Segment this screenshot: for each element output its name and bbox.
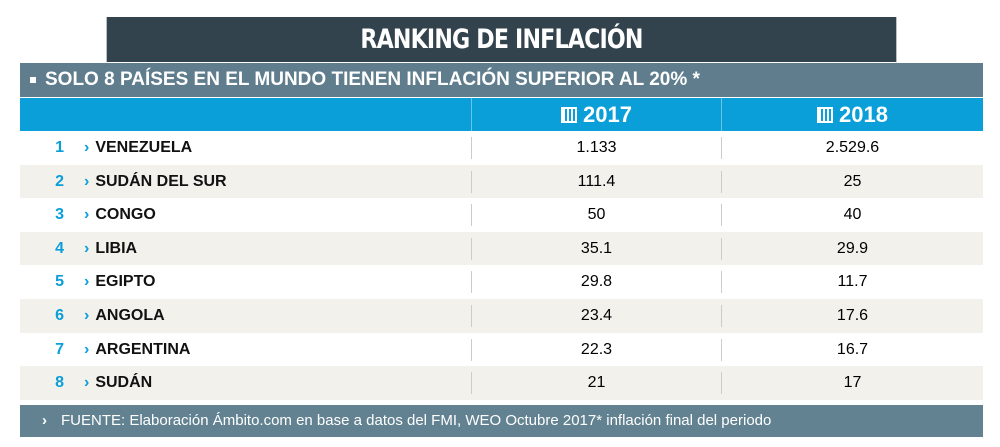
country-cell: 7 › ARGENTINA (20, 338, 472, 361)
chevron-right-icon: › (84, 239, 90, 257)
header-2018: 2018 (722, 98, 983, 131)
table-row: 1 › VENEZUELA 1.133 2.529.6 (20, 131, 983, 165)
value-2018: 11.7 (837, 273, 868, 291)
value-2018: 16.7 (836, 340, 869, 358)
country-name: SUDÁN (95, 374, 153, 392)
value-2017: 111.4 (472, 170, 722, 193)
table-body: 1 › VENEZUELA 1.133 2.529.6 2 › SUDÁN DEL SUR 11… (20, 131, 983, 400)
chevron-right-icon: › (84, 306, 90, 324)
value-2017: 23.4 (472, 304, 722, 327)
rank: 6 (55, 306, 64, 324)
table-row: 3 › CONGO 50 40 (20, 198, 983, 232)
country-cell: 5 › EGIPTO (20, 271, 472, 294)
value-2017: 50 (472, 204, 722, 227)
country-name: VENEZUELA (95, 139, 193, 156)
table-title: RANKING DE INFLACIÓN (106, 17, 897, 63)
header-country (20, 98, 472, 131)
value-2018: 40 (843, 206, 862, 224)
header-2017-label: 2017 (583, 102, 632, 127)
country-name: ANGOLA (95, 306, 165, 324)
rank: 2 (55, 172, 64, 190)
table-row: 8 › SUDÁN 21 17 (20, 366, 983, 400)
country-name: EGIPTO (95, 273, 156, 291)
value-2017: 22.3 (472, 338, 722, 361)
calendar-icon (817, 107, 834, 123)
chevron-right-icon: › (42, 411, 47, 429)
header-2017: 2017 (472, 98, 722, 131)
chevron-right-icon: › (84, 172, 90, 190)
value-2017: 1.133 (472, 137, 722, 159)
source-text: FUENTE: Elaboración Ámbito.com en base a… (61, 411, 772, 429)
country-name: CONGO (95, 206, 156, 224)
chevron-right-icon: › (84, 340, 90, 358)
calendar-icon (561, 107, 578, 123)
inflation-table: RANKING DE INFLACIÓN SOLO 8 PAÍSES EN EL… (20, 17, 983, 437)
table-subtitle: SOLO 8 PAÍSES EN EL MUNDO TIENEN INFLACI… (20, 63, 983, 98)
rank: 4 (55, 239, 64, 257)
value-2018: 2.529.6 (825, 139, 880, 156)
source-footer: › FUENTE: Elaboración Ámbito.com en base … (20, 404, 983, 437)
country-name: LIBIA (95, 239, 138, 257)
chevron-right-icon: › (84, 374, 90, 392)
table-row: 7 › ARGENTINA 22.3 16.7 (20, 333, 983, 367)
value-2017: 29.8 (472, 271, 722, 294)
country-cell: 8 › SUDÁN (20, 372, 472, 395)
rank: 7 (55, 340, 64, 358)
country-cell: 2 › SUDÁN DEL SUR (20, 170, 472, 193)
value-2018: 17.6 (836, 306, 869, 324)
table-row: 5 › EGIPTO 29.8 11.7 (20, 265, 983, 299)
country-cell: 3 › CONGO (20, 204, 472, 227)
country-cell: 4 › LIBIA (20, 237, 472, 260)
country-name: SUDÁN DEL SUR (95, 172, 227, 190)
value-2018: 25 (843, 172, 862, 190)
rank: 3 (55, 206, 64, 224)
rank: 8 (55, 374, 64, 392)
table-header: 2017 2018 (20, 98, 983, 131)
chevron-right-icon: › (84, 273, 90, 291)
value-2017: 35.1 (472, 237, 722, 260)
value-2017: 21 (472, 372, 722, 395)
rank: 1 (55, 139, 64, 156)
table-row: 4 › LIBIA 35.1 29.9 (20, 231, 983, 266)
chevron-right-icon: › (84, 206, 90, 224)
value-2018: 29.9 (836, 239, 869, 257)
country-cell: 6 › ANGOLA (20, 304, 472, 327)
table-row: 6 › ANGOLA 23.4 17.6 (20, 298, 983, 333)
chevron-right-icon: › (84, 139, 90, 156)
table-row: 2 › SUDÁN DEL SUR 111.4 25 (20, 164, 983, 199)
country-cell: 1 › VENEZUELA (20, 137, 472, 159)
rank: 5 (55, 273, 64, 291)
country-name: ARGENTINA (95, 340, 191, 358)
subtitle-text: SOLO 8 PAÍSES EN EL MUNDO TIENEN INFLACI… (45, 69, 700, 90)
header-2018-label: 2018 (839, 102, 888, 127)
value-2018: 17 (843, 374, 862, 392)
bullet-icon (30, 76, 36, 83)
